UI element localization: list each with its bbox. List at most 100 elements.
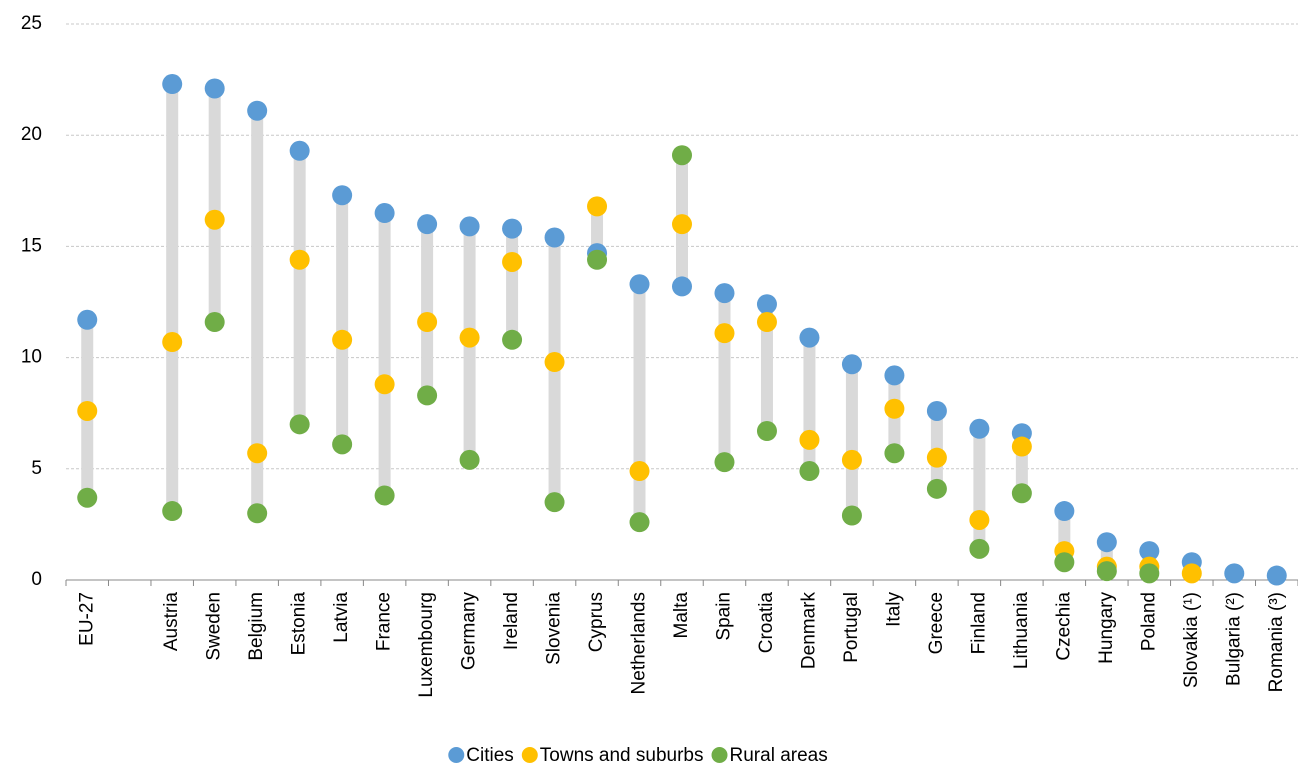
dot <box>841 505 862 526</box>
legend-label: Rural areas <box>730 745 828 766</box>
dot <box>587 196 608 217</box>
dot <box>1054 552 1075 573</box>
dot <box>247 100 268 121</box>
dot <box>502 251 523 272</box>
dot <box>332 434 353 455</box>
legend: Cities Towns and suburbs Rural areas <box>448 745 828 766</box>
dot <box>926 478 947 499</box>
dot <box>799 461 820 482</box>
dot <box>374 374 395 395</box>
dot <box>544 352 565 373</box>
x-tick-label: Latvia <box>331 592 352 643</box>
y-tick-label: 5 <box>31 458 42 479</box>
dot <box>289 140 310 161</box>
dot <box>756 420 777 441</box>
dot <box>289 414 310 435</box>
x-tick-label: Poland <box>1138 592 1159 651</box>
x-tick-label: Portugal <box>841 592 862 663</box>
dot <box>502 218 523 239</box>
x-tick-label: Greece <box>926 592 947 654</box>
dot <box>417 385 438 406</box>
y-tick-label: 25 <box>21 13 42 34</box>
dot <box>926 400 947 421</box>
x-tick-label: Estonia <box>289 592 310 656</box>
x-tick-label: EU-27 <box>76 592 97 646</box>
dot <box>544 492 565 513</box>
dot <box>629 512 650 533</box>
dot <box>629 461 650 482</box>
dot <box>969 418 990 439</box>
dot <box>459 449 480 470</box>
dot <box>247 443 268 464</box>
x-tick-label: Lithuania <box>1011 592 1032 670</box>
y-tick-label: 20 <box>21 124 42 145</box>
dot <box>1011 483 1032 504</box>
dot <box>1096 561 1117 582</box>
dot <box>672 145 692 166</box>
dot <box>1139 541 1160 562</box>
legend-marker <box>711 747 728 763</box>
dot <box>162 332 183 353</box>
x-tick-label: Czechia <box>1053 592 1074 661</box>
dot <box>1266 565 1287 586</box>
dot <box>204 78 225 99</box>
dot <box>672 214 692 235</box>
y-tick-label: 10 <box>21 347 42 368</box>
x-tick-label: Slovakia (¹) <box>1181 592 1202 688</box>
dot <box>332 185 353 206</box>
dot <box>374 203 395 224</box>
dot <box>799 327 820 348</box>
x-tick-label: France <box>374 592 395 651</box>
dot <box>756 312 777 333</box>
x-tick-label: Slovenia <box>544 592 565 665</box>
dot <box>77 400 98 421</box>
dot <box>587 249 608 270</box>
legend-marker <box>448 747 465 763</box>
dot <box>162 501 183 522</box>
y-tick-label: 15 <box>21 235 42 256</box>
x-tick-label: Ireland <box>501 592 522 650</box>
x-tick-label: Italy <box>883 592 904 627</box>
x-tick-label: Hungary <box>1096 592 1117 664</box>
dot <box>374 485 395 506</box>
legend-marker <box>521 747 538 763</box>
dot <box>841 449 862 470</box>
dot <box>502 329 523 350</box>
dot <box>629 274 650 295</box>
x-tick-label: Netherlands <box>629 592 650 694</box>
x-tick-label: Bulgaria (²) <box>1223 592 1244 686</box>
dot <box>714 323 735 344</box>
dot <box>969 538 990 559</box>
dot <box>332 329 353 350</box>
x-tick-label: Sweden <box>204 592 225 661</box>
x-tick-label: Croatia <box>756 592 777 654</box>
dot <box>1181 563 1202 584</box>
x-tick-label: Belgium <box>246 592 267 661</box>
x-tick-label: Denmark <box>798 592 819 670</box>
x-tick-label: Austria <box>161 592 182 652</box>
dot <box>544 227 565 248</box>
dot <box>714 283 735 304</box>
legend-label: Towns and suburbs <box>540 745 704 766</box>
x-tick-label: Spain <box>713 592 734 641</box>
legend-label: Cities <box>466 745 514 766</box>
dot <box>417 312 438 333</box>
dot <box>841 354 862 375</box>
x-tick-label: Cyprus <box>586 592 607 652</box>
dot <box>417 214 438 235</box>
x-tick-label: Malta <box>671 592 692 639</box>
dot <box>672 276 692 297</box>
dot <box>926 447 947 468</box>
x-tick-label: Germany <box>459 592 480 671</box>
dot <box>162 74 183 95</box>
dot <box>459 327 480 348</box>
dot <box>204 312 225 333</box>
dot <box>77 487 98 508</box>
dot <box>884 365 905 386</box>
dot <box>714 452 735 473</box>
dot <box>1224 563 1245 584</box>
dot <box>1096 532 1117 553</box>
x-tick-label: Luxembourg <box>416 592 437 698</box>
dot <box>969 509 990 530</box>
